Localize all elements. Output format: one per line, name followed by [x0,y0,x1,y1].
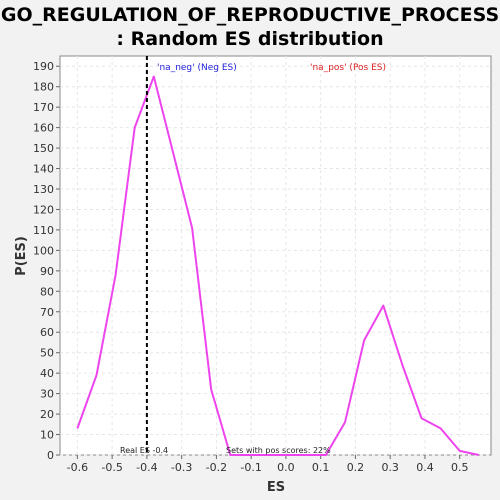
y-tick-label: 70 [40,306,54,319]
y-tick-label: 30 [40,388,54,401]
axis-ticks: 0 10 20 30 40 50 60 70 80 90 100 110 120 130 140 150 160… [33,60,468,474]
y-tick-label: 120 [33,203,54,216]
x-tick-label: 0.5 [451,461,469,474]
y-axis-label: P(ES) [14,236,29,276]
y-tick-label: 90 [40,265,54,278]
x-tick-label: 0.0 [277,461,295,474]
y-tick-label: 130 [33,183,54,196]
x-tick-label: -0.1 [240,461,261,474]
y-tick-label: 80 [40,285,54,298]
x-tick-label: -0.4 [136,461,157,474]
neg-es-legend-label: 'na_neg' (Neg ES) [157,63,237,73]
distribution-line [76,75,480,456]
y-tick-label: 110 [33,224,54,237]
sets-pos-scores-label: Sets with pos scores: 22% [226,446,331,455]
x-tick-label: -0.2 [206,461,227,474]
x-tick-label: 0.3 [381,461,399,474]
x-tick-label: 0.2 [347,461,365,474]
y-tick-label: 170 [33,101,54,114]
y-tick-label: 180 [33,81,54,94]
y-tick-label: 100 [33,244,54,257]
x-tick-label: 0.4 [416,461,434,474]
real-es-label: Real ES -0.4 [120,446,168,455]
y-tick-label: 40 [40,367,54,380]
x-tick-label: 0.1 [312,461,330,474]
x-tick-label: -0.3 [171,461,192,474]
y-tick-label: 0 [47,449,54,462]
chart-title-line1: GO_REGULATION_OF_REPRODUCTIVE_PROCESS [0,4,500,26]
y-tick-label: 140 [33,163,54,176]
y-tick-label: 50 [40,347,54,360]
y-tick-label: 20 [40,408,54,421]
x-tick-label: -0.5 [101,461,122,474]
chart-title-line2: : Random ES distribution [116,28,384,50]
x-tick-label: -0.6 [67,461,88,474]
y-tick-label: 10 [40,429,54,442]
pos-es-legend-label: 'na_pos' (Pos ES) [310,63,386,73]
y-tick-label: 190 [33,60,54,73]
y-tick-label: 160 [33,122,54,135]
y-tick-label: 150 [33,142,54,155]
x-axis-label: ES [267,480,285,495]
y-tick-label: 60 [40,326,54,339]
plot-area [59,55,492,456]
series-layer [76,75,480,456]
